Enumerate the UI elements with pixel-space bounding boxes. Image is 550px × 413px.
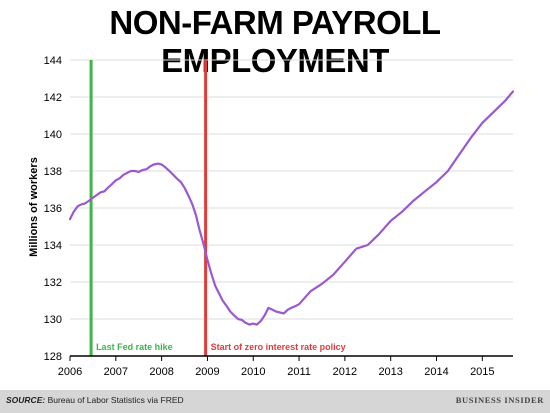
x-tick-label: 2012 (333, 366, 357, 378)
brand-logo: BUSINESS INSIDER (455, 395, 544, 405)
y-tick-label: 140 (44, 129, 62, 141)
x-tick-label: 2015 (470, 366, 494, 378)
y-tick-label: 132 (44, 277, 62, 289)
y-axis-ticks: 128 130 132 134 136 138 140 142 144 (44, 55, 62, 363)
source-text: Bureau of Labor Statistics via FRED (47, 395, 184, 405)
source-label: SOURCE: (6, 395, 46, 405)
grid-lines (70, 59, 513, 320)
annotation-label: Last Fed rate hike (96, 342, 173, 352)
x-tick-label: 2010 (241, 366, 265, 378)
y-tick-label: 130 (44, 314, 62, 326)
y-tick-label: 142 (44, 92, 62, 104)
line-chart: 128 130 132 134 136 138 140 142 144 2006 2007 2008… (28, 55, 515, 378)
x-tick-label: 2011 (287, 366, 311, 378)
x-tick-label: 2008 (149, 366, 173, 378)
annotations: Last Fed rate hike Start of zero interest… (89, 60, 346, 356)
y-tick-label: 136 (44, 203, 62, 215)
x-tick-label: 2007 (104, 366, 128, 378)
y-tick-label: 144 (44, 55, 62, 67)
y-axis-label: Millions of workers (28, 157, 40, 257)
y-tick-label: 128 (44, 351, 62, 363)
annotation-label: Start of zero interest rate policy (211, 342, 346, 352)
payroll-series-line (68, 90, 515, 326)
x-tick-label: 2009 (195, 366, 219, 378)
y-tick-label: 138 (44, 166, 62, 178)
y-tick-label: 134 (44, 240, 62, 252)
x-tick-label: 2014 (424, 366, 448, 378)
source-note: SOURCE: Bureau of Labor Statistics via F… (6, 395, 184, 405)
x-tick-label: 2013 (378, 366, 402, 378)
footer-bar: SOURCE: Bureau of Labor Statistics via F… (0, 390, 550, 413)
x-tick-label: 2006 (58, 366, 82, 378)
x-axis-ticks: 2006 2007 2008 2009 2010 2011 2012 2013 2014 2015 (58, 356, 495, 378)
